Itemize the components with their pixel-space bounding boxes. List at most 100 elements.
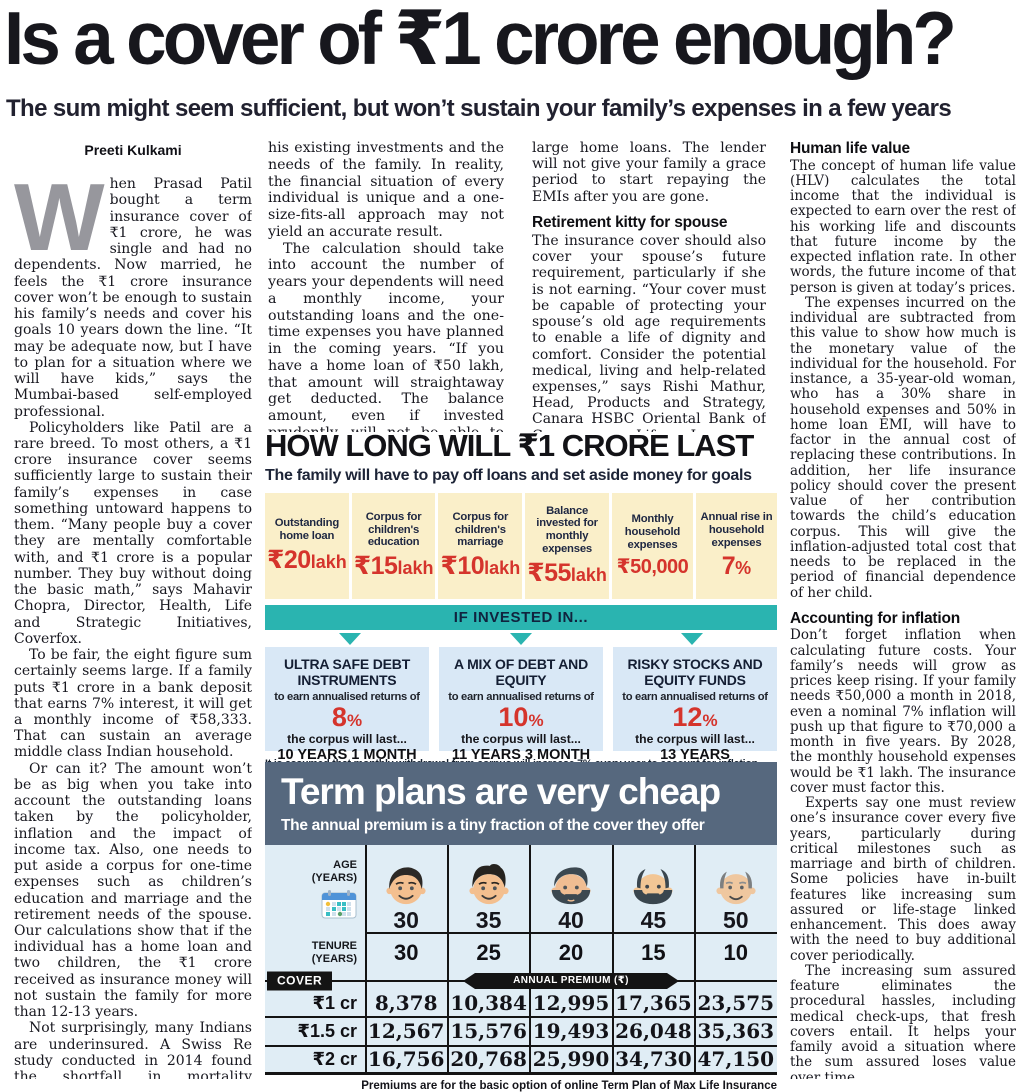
tenure-value: 25	[476, 940, 501, 965]
section-heading-retirement: Retirement kitty for spouse	[532, 213, 728, 231]
article-column-2: his existing investments and the needs o…	[268, 140, 504, 432]
table-divider	[365, 932, 777, 934]
table-divider	[612, 845, 614, 1072]
infographic-term-plans: Term plans are very cheap The annual pre…	[265, 762, 777, 1092]
premium-value: 19,493	[532, 1019, 610, 1043]
infographic2-subtitle: The annual premium is a tiny fraction of…	[281, 817, 705, 834]
face-icon-age-50	[716, 871, 756, 904]
section-heading-hlv: Human life value	[790, 140, 910, 157]
card-value: ₹55	[527, 558, 571, 587]
card-label: Corpus for children's marriage	[452, 510, 509, 549]
headline: Is a cover of ₹1 crore enough?	[4, 0, 957, 80]
card-monthly-expenses: Monthly household expenses ₹50,000	[611, 493, 693, 599]
card-value: ₹10	[440, 552, 485, 581]
option-name: A MIX OF DEBT AND EQUITY	[453, 656, 588, 688]
premium-table: AGE (YEARS)	[265, 845, 777, 1075]
premium-value: 25,990	[532, 1047, 610, 1071]
premium-value: 26,048	[615, 1019, 692, 1043]
card-label: Balance invested for monthly expenses	[536, 504, 598, 555]
premium-value: 23,575	[697, 991, 775, 1015]
option-rate: 10	[498, 702, 529, 733]
badge-row: COVER ANNUAL PREMIUM (₹)	[265, 971, 777, 991]
age-cell: 35	[447, 845, 529, 933]
age-cell: 50	[695, 845, 777, 933]
article-paragraph: To be fair, the eight figure sum certain…	[14, 647, 252, 761]
option-risky-equity: RISKY STOCKS AND EQUITY FUNDS to earn an…	[613, 647, 777, 763]
article-paragraph: The expenses incurred on the individual …	[790, 294, 1016, 601]
age-row: AGE (YEARS)	[265, 845, 777, 933]
tenure-value: 10	[723, 940, 749, 965]
age-value: 35	[475, 906, 502, 933]
infographic1-subtitle: The family will have to pay off loans an…	[265, 467, 752, 484]
article-paragraph: Don’t forget inflation when calculating …	[790, 627, 1016, 796]
option-duration: 11 YEARS 3 MONTH	[451, 747, 591, 764]
article-paragraph-text: hen Prasad Patil bought a term insurance…	[14, 176, 252, 420]
card-unit: lakh	[310, 551, 347, 572]
option-lead: to earn annualised returns of	[274, 691, 420, 704]
card-home-loan: Outstanding home loan ₹20lakh	[265, 493, 349, 599]
premium-value: 35,363	[697, 1019, 775, 1043]
premium-value: 34,730	[615, 1047, 692, 1071]
face-icon-age-45	[633, 868, 673, 904]
premium-row: ₹1 cr 8,378 10,384 12,995 17,365 23,575	[265, 989, 777, 1017]
section-heading-inflation: Accounting for inflation	[790, 609, 960, 627]
tenure-value: 15	[641, 940, 666, 965]
infographic1-title: HOW LONG WILL ₹1 CRORE LAST	[265, 428, 754, 463]
card-unit: lakh	[484, 558, 521, 579]
option-duration: 13 YEARS	[660, 747, 730, 764]
premium-value: 47,150	[697, 1047, 775, 1071]
arrow-down-icon	[680, 633, 703, 645]
card-annual-rise: Annual rise in household expenses 7%	[695, 493, 777, 599]
article-column-3: large home loans. The lender will not gi…	[532, 140, 766, 432]
option-duration: 10 YEARS 1 MONTH	[277, 747, 417, 764]
age-value: 30	[393, 906, 419, 933]
infographic2-footnote: Premiums are for the basic option of onl…	[361, 1080, 777, 1092]
card-label: Corpus for children's education	[365, 510, 422, 549]
calendar-icon	[321, 890, 357, 919]
premium-value: 10,384	[450, 991, 527, 1015]
card-unit: %	[735, 557, 752, 578]
article-paragraph: Or can it? The amount won’t be as big wh…	[14, 760, 252, 1021]
option-mid: the corpus will last...	[287, 732, 407, 747]
option-lead: to earn annualised returns of	[448, 691, 594, 704]
card-unit: lakh	[570, 564, 607, 585]
premium-value: 15,576	[450, 1019, 527, 1043]
premium-value: 8,378	[374, 991, 438, 1015]
article-paragraph: The increasing sum assured feature elimi…	[790, 962, 1016, 1079]
card-value: 7	[721, 551, 736, 580]
card-unit: lakh	[397, 558, 434, 579]
age-cell: 40	[530, 845, 612, 933]
premium-value: 12,567	[367, 1019, 445, 1043]
option-rate-unit: %	[702, 711, 718, 731]
age-value: 40	[558, 906, 584, 933]
if-invested-banner: IF INVESTED IN...	[265, 605, 777, 630]
infographic2-header: Term plans are very cheap The annual pre…	[265, 762, 777, 845]
cover-badge: COVER	[267, 971, 333, 991]
option-debt-equity-mix: A MIX OF DEBT AND EQUITY to earn annuali…	[439, 647, 603, 763]
article-paragraph: Policyholders like Patil are a rare bree…	[14, 419, 252, 647]
annual-premium-badge: ANNUAL PREMIUM (₹)	[463, 973, 679, 989]
age-cell: 30	[365, 845, 447, 933]
table-divider	[265, 1016, 777, 1018]
drop-cap: W	[14, 164, 105, 272]
card-value: ₹50,000	[616, 555, 689, 578]
article-paragraph: The concept of human life value (HLV) ca…	[790, 157, 1016, 296]
investment-options: ULTRA SAFE DEBT INSTRUMENTS to earn annu…	[265, 647, 777, 763]
option-safe-debt: ULTRA SAFE DEBT INSTRUMENTS to earn annu…	[265, 647, 429, 763]
article-paragraph: The insurance cover should also cover yo…	[532, 232, 766, 432]
tenure-label-cell: TENURE (YEARS)	[265, 933, 365, 973]
cover-value: ₹1 cr	[312, 992, 357, 1013]
card-marriage-corpus: Corpus for children's marriage ₹10lakh	[438, 493, 523, 599]
card-label: Monthly household expenses	[624, 513, 681, 551]
cover-value: ₹2 cr	[312, 1048, 357, 1069]
option-rate-unit: %	[346, 711, 363, 731]
card-label: Outstanding home loan	[274, 517, 340, 542]
option-lead: to earn annualised returns of	[622, 691, 768, 704]
premium-value: 17,365	[615, 991, 692, 1015]
tenure-value: 30	[393, 940, 419, 965]
premium-value: 16,756	[367, 1047, 445, 1071]
premium-row: ₹1.5 cr 12,567 15,576 19,493 26,048 35,3…	[265, 1017, 777, 1045]
age-label: AGE	[333, 858, 357, 871]
option-mid: the corpus will last...	[635, 732, 755, 747]
